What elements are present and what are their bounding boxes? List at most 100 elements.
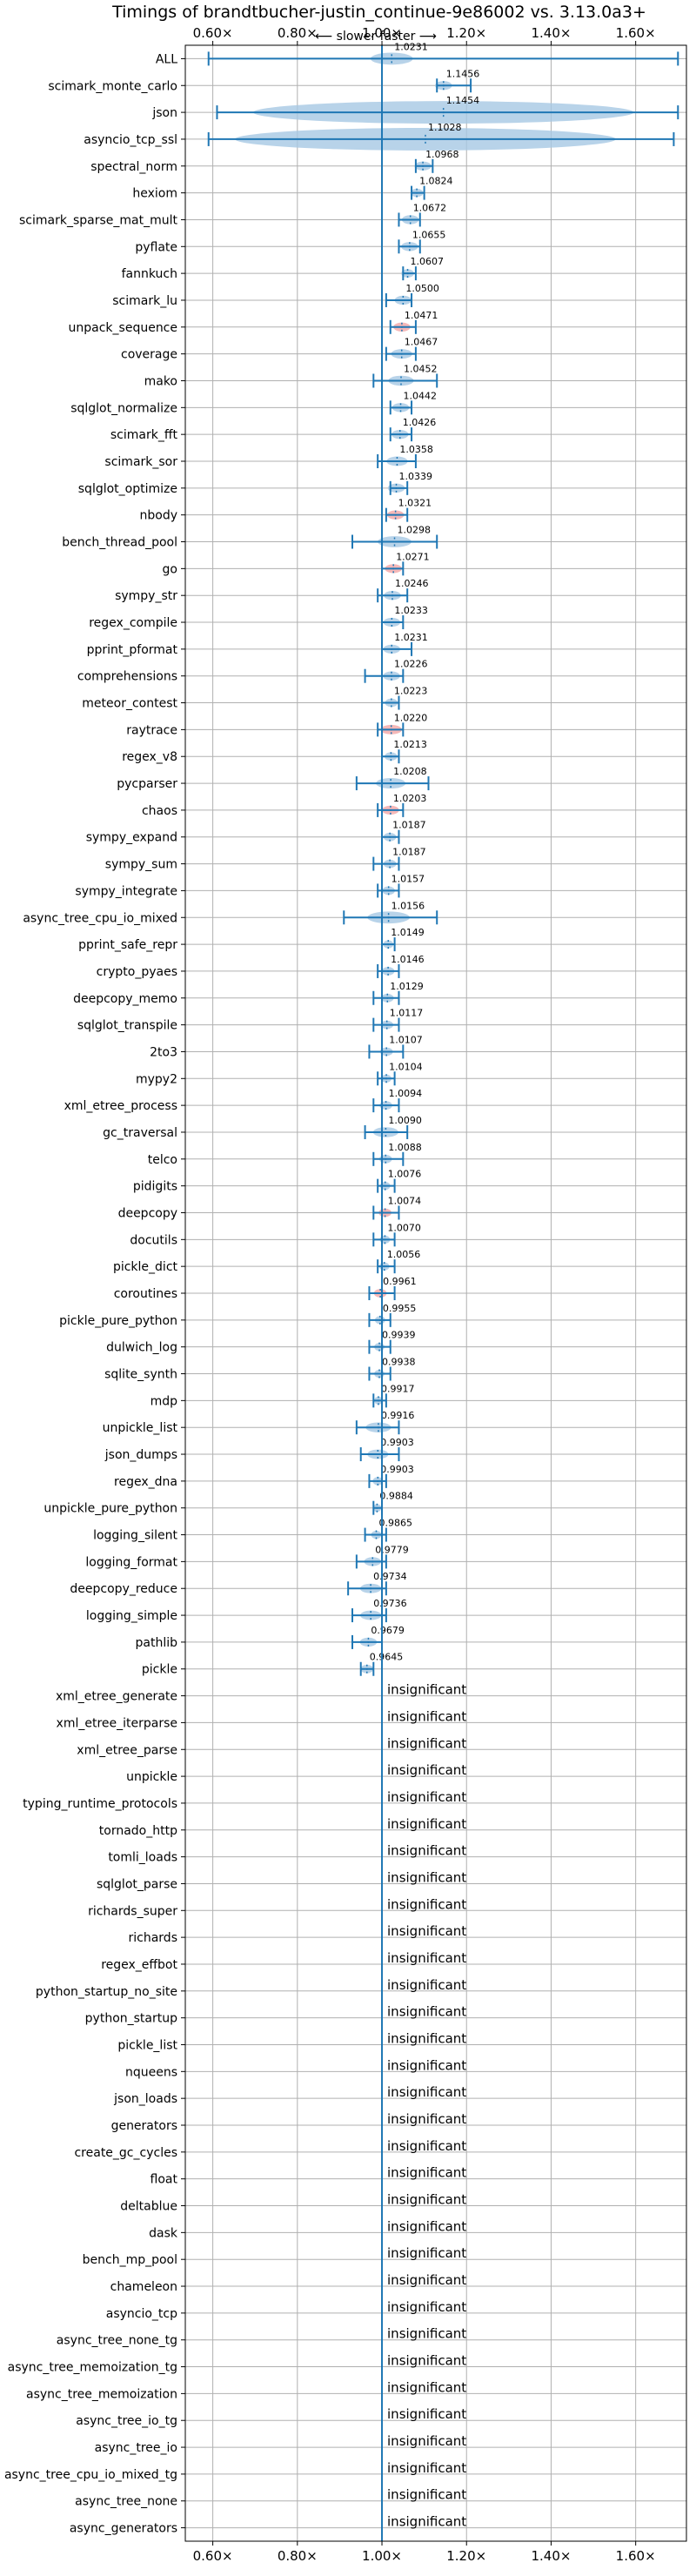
insignificant-label: insignificant: [387, 2057, 466, 2073]
value-label: 1.0090: [388, 1115, 422, 1126]
value-label: 1.0233: [394, 605, 428, 616]
benchmark-label: pickle_pure_python: [59, 1314, 177, 1328]
insignificant-label: insignificant: [387, 1950, 466, 1966]
benchmark-label: float: [151, 2173, 178, 2187]
insignificant-label: insignificant: [387, 1708, 466, 1724]
insignificant-label: insignificant: [387, 2353, 466, 2369]
benchmark-label: unpickle_list: [103, 1421, 178, 1435]
benchmark-label: dulwich_log: [106, 1341, 177, 1355]
x-tick-label: 1.00×: [362, 2548, 402, 2564]
chart-title: Timings of brandtbucher-justin_continue-…: [111, 3, 646, 22]
value-label: 1.0231: [394, 41, 428, 52]
benchmark-label: python_startup: [85, 2012, 177, 2026]
benchmark-label: python_startup_no_site: [36, 1985, 177, 1999]
benchmark-label: pycparser: [117, 777, 177, 791]
benchmark-label: logging_silent: [93, 1529, 177, 1543]
value-label: 1.0655: [412, 229, 446, 240]
benchmark-label: comprehensions: [77, 670, 177, 684]
value-label: 1.1456: [446, 68, 480, 79]
benchmark-label: deepcopy: [118, 1206, 177, 1220]
benchmark-label: richards_super: [88, 1904, 177, 1918]
value-label: 1.0070: [387, 1222, 421, 1233]
benchmark-label: spectral_norm: [90, 160, 177, 174]
benchmark-label: sqlglot_parse: [97, 1877, 177, 1891]
benchmark-label: pprint_pformat: [87, 643, 178, 657]
benchmark-label: sympy_sum: [105, 858, 177, 872]
benchmark-label: tornado_http: [99, 1824, 177, 1838]
benchmark-label: asyncio_tcp: [106, 2307, 177, 2321]
value-label: 1.0107: [389, 1034, 423, 1045]
value-label: 1.0156: [392, 900, 425, 911]
chart-subtitle: ⟵ slower faster ⟶: [315, 30, 437, 44]
benchmark-label: async_tree_memoization_tg: [8, 2361, 177, 2375]
benchmark-label: regex_v8: [122, 750, 177, 764]
benchmark-label: sqlite_synth: [104, 1368, 177, 1382]
x-tick-label: 0.60×: [193, 2548, 233, 2564]
insignificant-label: insignificant: [387, 2379, 466, 2395]
benchmark-label: nbody: [140, 509, 178, 523]
benchmark-label: asyncio_tcp_ssl: [84, 133, 177, 147]
benchmark-label: xml_etree_generate: [56, 1690, 177, 1704]
benchmark-label: async_tree_none_tg: [57, 2334, 177, 2348]
benchmark-label: ALL: [156, 52, 177, 66]
value-label: 0.9884: [379, 1491, 413, 1502]
x-tick-label: 0.60×: [193, 25, 233, 41]
benchmark-label: unpickle: [126, 1770, 177, 1784]
value-label: 0.9903: [380, 1437, 414, 1448]
value-label: 0.9955: [383, 1303, 417, 1314]
benchmark-label: deltablue: [120, 2200, 177, 2214]
insignificant-label: insignificant: [387, 2138, 466, 2154]
insignificant-label: insignificant: [387, 1762, 466, 1778]
benchmark-label: async_tree_cpu_io_mixed: [23, 911, 177, 925]
insignificant-label: insignificant: [387, 1816, 466, 1832]
insignificant-label: insignificant: [387, 2030, 466, 2046]
benchmark-label: deepcopy_reduce: [70, 1582, 177, 1596]
insignificant-label: insignificant: [387, 2084, 466, 2100]
benchmark-label: json: [151, 106, 177, 120]
value-label: 0.9917: [381, 1383, 415, 1394]
benchmark-label: unpack_sequence: [69, 321, 177, 335]
insignificant-label: insignificant: [387, 2299, 466, 2315]
benchmark-label: async_tree_io: [95, 2441, 177, 2455]
value-label: 1.0968: [425, 149, 459, 160]
value-label: 0.9865: [378, 1518, 412, 1529]
x-tick-label: 1.00×: [362, 25, 402, 41]
benchmark-label: regex_effbot: [101, 1958, 177, 1972]
value-label: 1.0358: [399, 444, 433, 455]
benchmark-label: pickle_list: [117, 2038, 177, 2052]
insignificant-label: insignificant: [387, 1789, 466, 1805]
benchmark-label: async_tree_none: [75, 2495, 177, 2509]
insignificant-label: insignificant: [387, 2406, 466, 2422]
benchmark-label: mdp: [151, 1394, 178, 1408]
insignificant-label: insignificant: [387, 1869, 466, 1885]
benchmark-label: sqlglot_transpile: [77, 1019, 177, 1033]
value-label: 1.0094: [389, 1088, 423, 1099]
benchmark-label: sympy_integrate: [75, 884, 177, 898]
x-tick-label: 1.40×: [531, 2548, 571, 2564]
value-label: 1.0471: [405, 310, 438, 321]
benchmark-label: hexiom: [132, 187, 177, 201]
benchmark-label: go: [163, 562, 177, 576]
value-label: 1.0117: [390, 1008, 424, 1019]
x-tick-label: 1.60×: [616, 2548, 656, 2564]
value-label: 1.0149: [391, 927, 425, 938]
value-label: 1.0672: [413, 202, 446, 213]
value-label: 1.0187: [392, 847, 426, 858]
value-label: 0.9961: [383, 1276, 417, 1287]
x-tick-label: 1.60×: [616, 25, 656, 41]
value-label: 1.0442: [404, 390, 438, 401]
benchmark-label: telco: [148, 1153, 177, 1167]
value-label: 1.0104: [389, 1061, 423, 1072]
benchmark-label: sympy_expand: [86, 831, 177, 845]
insignificant-label: insignificant: [387, 2326, 466, 2342]
value-label: 1.0076: [388, 1169, 422, 1180]
value-label: 1.0426: [403, 417, 437, 428]
value-label: 1.0500: [405, 283, 439, 294]
value-label: 0.9903: [380, 1464, 414, 1475]
insignificant-label: insignificant: [387, 2004, 466, 2020]
benchmark-label: logging_simple: [86, 1609, 177, 1623]
benchmark-label: create_gc_cycles: [74, 2146, 177, 2160]
value-label: 1.0074: [388, 1195, 422, 1206]
